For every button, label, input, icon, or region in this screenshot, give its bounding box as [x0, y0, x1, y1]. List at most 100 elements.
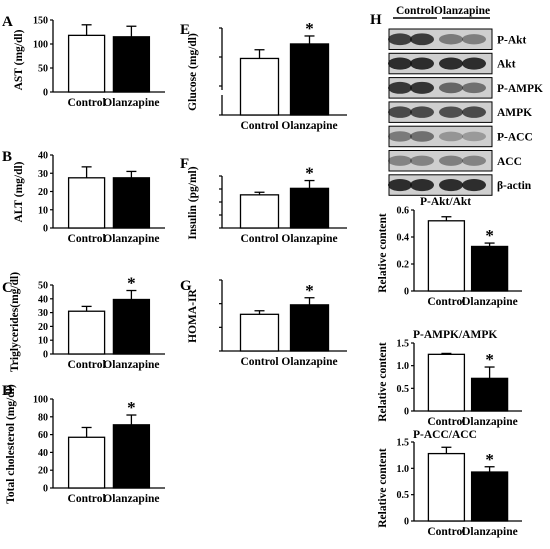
bar-control [239, 194, 280, 229]
bar-control [239, 313, 280, 352]
panel-label: G [180, 278, 192, 294]
bar-olanzapine [112, 298, 151, 355]
x-category-label: Olanzapine [103, 233, 159, 245]
x-category-label: Control [427, 296, 465, 308]
panel-label: F [180, 156, 189, 172]
blot-band [388, 106, 412, 118]
chart-panel-F: Control * Olanzapine Insulin (pg/ml)F [180, 156, 347, 245]
blot-band [462, 106, 486, 118]
x-category-label: Olanzapine [461, 526, 517, 538]
blot-band [462, 57, 486, 70]
x-category-label: Olanzapine [281, 120, 337, 132]
y-axis-label: Insulin (pg/ml) [187, 166, 199, 239]
bar-control [67, 177, 106, 229]
bar-control [239, 57, 280, 116]
western-blot-panel: H Control Olanzapine P-Akt Akt P-AMPK AMPK P-AC… [370, 5, 543, 196]
blot-band [462, 82, 486, 94]
y-tick-label: 20 [38, 322, 48, 333]
band-label: P-Akt [497, 34, 527, 46]
chart-panel-H3: 0 0.5 1.0 1.5 Control * Olanzapine Relative con… [377, 429, 522, 538]
y-tick-label: 1.0 [397, 464, 410, 475]
y-tick-label: 30 [38, 169, 48, 180]
bar-olanzapine [112, 424, 151, 489]
y-tick-label: 0.4 [397, 233, 410, 244]
blot-band [462, 155, 486, 166]
bar-control [67, 34, 106, 93]
blot-strip [388, 125, 493, 148]
significance-star: * [305, 281, 314, 300]
bar-olanzapine [470, 377, 509, 412]
panel-label: E [180, 22, 190, 38]
chart-panel-C: 0 10 20 30 40 50 Control * Olanzapine Triglycerid… [2, 272, 165, 372]
blot-band [439, 34, 463, 45]
y-tick-label: 1.5 [397, 438, 410, 449]
y-axis-label: Relative content [377, 213, 389, 293]
x-category-label: Olanzapine [103, 359, 159, 371]
significance-star: * [485, 350, 494, 369]
y-tick-label: 0 [43, 484, 48, 495]
panel-label: B [2, 149, 12, 165]
blot-band [410, 106, 434, 118]
y-axis-label: Total cholesterol (mg/dl) [5, 384, 17, 504]
bar-control [427, 220, 466, 292]
y-tick-label: 40 [38, 294, 48, 305]
bar-olanzapine [470, 471, 509, 522]
panel-label: C [2, 280, 13, 296]
panel-label: H [370, 12, 382, 28]
x-category-label: Olanzapine [281, 356, 337, 368]
bar-control [67, 436, 106, 489]
y-tick-label: 0 [404, 407, 409, 418]
y-tick-label: 0.5 [397, 490, 410, 501]
bar-olanzapine [470, 245, 509, 292]
x-category-label: Olanzapine [103, 493, 159, 505]
blot-band [410, 155, 434, 166]
y-tick-label: 1.5 [397, 339, 410, 350]
y-tick-label: 100 [33, 40, 48, 51]
chart-panel-H1: 0 0.2 0.4 0.6 Control * Olanzapine Relative con… [377, 196, 522, 308]
significance-star: * [485, 226, 494, 245]
y-tick-label: 50 [38, 64, 48, 75]
blot-band [462, 34, 486, 45]
significance-star: * [305, 19, 314, 38]
blot-band [462, 131, 486, 142]
blot-band [388, 155, 412, 166]
y-tick-label: 150 [33, 16, 48, 27]
band-label: AMPK [497, 107, 532, 119]
blot-band [388, 178, 412, 192]
y-tick-label: 1.0 [397, 361, 410, 372]
y-tick-label: 0.5 [397, 384, 410, 395]
significance-star: * [127, 398, 136, 417]
y-tick-label: 0 [43, 224, 48, 235]
x-category-label: Control [240, 356, 278, 368]
bar-olanzapine [112, 177, 151, 229]
chart-title: P-AMPK/AMPK [413, 329, 497, 341]
significance-star: * [127, 274, 136, 293]
x-category-label: Olanzapine [461, 416, 517, 428]
band-label: ACC [497, 156, 522, 168]
panel-label: A [2, 14, 13, 30]
y-axis-label: Relative content [377, 342, 389, 422]
group-header: Olanzapine [434, 5, 490, 17]
y-axis-label: Relative content [377, 448, 389, 528]
x-category-label: Olanzapine [461, 296, 517, 308]
blot-band [388, 57, 412, 70]
x-category-label: Control [68, 97, 106, 109]
blot-band [388, 131, 412, 142]
y-tick-label: 10 [38, 205, 48, 216]
y-tick-label: 0 [404, 287, 409, 298]
significance-star: * [305, 164, 314, 183]
y-axis-label: HOMA-IR [187, 288, 199, 342]
chart-title: P-ACC/ACC [413, 429, 477, 441]
x-category-label: Olanzapine [281, 233, 337, 245]
blot-band [439, 155, 463, 166]
blot-band [462, 178, 486, 192]
blot-band [410, 81, 434, 94]
axis-break-gap [217, 90, 348, 95]
blot-band [410, 33, 434, 46]
blot-strip [388, 150, 493, 172]
blot-band [439, 178, 463, 192]
panel-label: D [2, 383, 13, 399]
y-tick-label: 80 [38, 412, 48, 423]
